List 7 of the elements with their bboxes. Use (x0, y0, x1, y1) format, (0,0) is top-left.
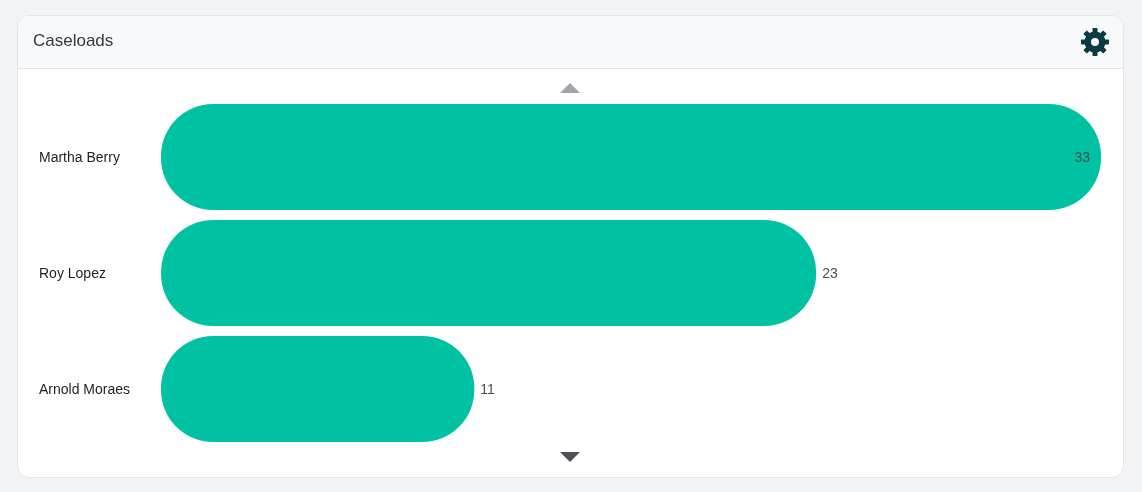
y-tick-label: Roy Lopez (39, 265, 106, 281)
data-label: 33 (1074, 149, 1091, 165)
chart-title: Caseloads (33, 30, 114, 52)
data-label: 23 (822, 265, 838, 281)
data-label: 11 (480, 381, 496, 397)
y-tick-label: Arnold Moraes (39, 381, 131, 397)
y-tick-label: Martha Berry (39, 149, 120, 165)
